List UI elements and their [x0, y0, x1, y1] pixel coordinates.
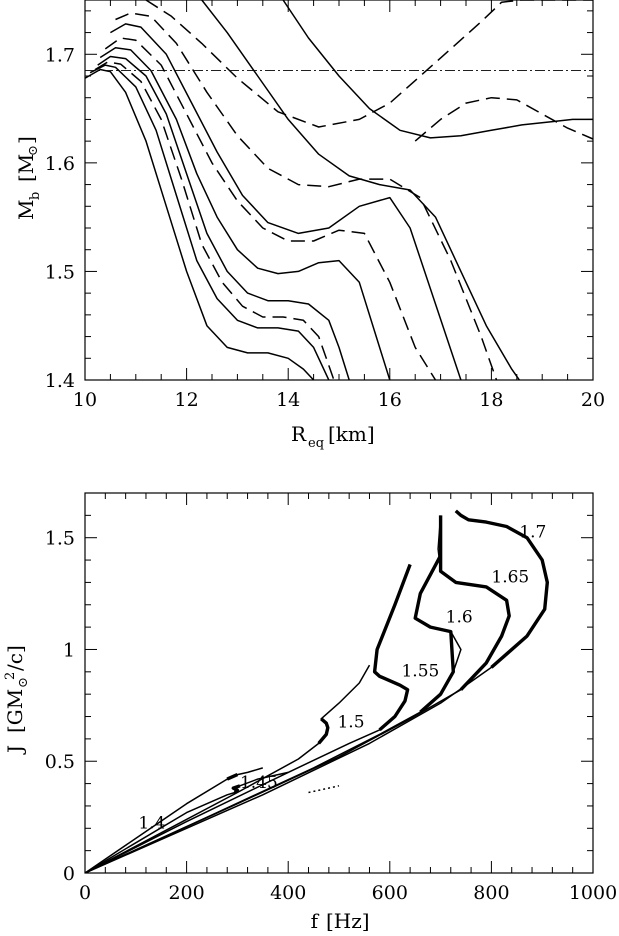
y-axis-label-main: J — [3, 745, 27, 755]
curve-label: 1.4 — [138, 813, 165, 833]
y-tick-label: 0 — [63, 863, 75, 885]
y-axis-label-unit-open: [M — [14, 154, 38, 182]
y-axis-label: M b [M ⊙ ] — [14, 136, 43, 220]
series-line — [99, 47, 391, 380]
mass-radius-panel: 10 12 14 16 18 20 1.4 1.5 1.6 1.7 R eq [km] M b [… — [14, 0, 605, 451]
x-tick-label: 18 — [479, 389, 503, 411]
axis-ticks: 10 12 14 16 18 20 1.4 1.5 1.6 1.7 — [45, 0, 605, 411]
curve-label: 1.45 — [240, 773, 278, 793]
x-tick-label: 12 — [175, 389, 199, 411]
axis-ticks: 0 200 400 600 800 1000 0 0.5 1 1.5 — [45, 492, 617, 904]
y-tick-label: 0.5 — [45, 751, 75, 773]
series-thick-segment — [438, 515, 511, 691]
curve-label: 1.6 — [446, 608, 473, 628]
curves — [85, 0, 593, 380]
x-tick-label: 400 — [270, 882, 306, 904]
x-axis-label-unit: [Hz] — [326, 909, 370, 933]
x-axis-label-main: f — [311, 909, 320, 933]
y-axis-label: J [GM ⊙ 2 /c] — [3, 645, 31, 755]
x-axis-label-unit: [km] — [328, 422, 375, 446]
y-axis-label-main: M — [14, 200, 38, 220]
series-thick-segment — [226, 773, 239, 781]
series-line — [104, 37, 437, 380]
x-axis-label-main: R — [291, 422, 307, 446]
y-axis-label-unit-close: ] — [14, 136, 38, 144]
series-thick-segment — [372, 563, 412, 732]
curve-label: 1.55 — [401, 661, 439, 681]
curve-label: 1.7 — [519, 523, 546, 543]
series-line — [97, 55, 350, 380]
y-axis-label-unit-close: /c] — [3, 645, 27, 671]
x-tick-label: 16 — [378, 389, 402, 411]
y-axis-label-unit-symbol: ⊙ — [26, 145, 41, 156]
y-axis-label-sub: b — [28, 192, 43, 200]
series-line — [85, 68, 315, 380]
x-tick-label: 10 — [73, 389, 97, 411]
y-tick-label: 1.5 — [45, 528, 75, 550]
x-tick-label: 20 — [581, 389, 605, 411]
y-tick-label: 1.5 — [45, 261, 75, 283]
y-tick-label: 1.7 — [45, 44, 75, 66]
x-tick-label: 200 — [168, 882, 204, 904]
x-axis-label-sub: eq — [308, 436, 324, 451]
curve-label: 1.65 — [491, 567, 529, 587]
series-line — [414, 96, 593, 142]
y-axis-label-unit-open: [GM — [3, 689, 27, 733]
y-axis-label-unit-symbol: ⊙ — [16, 677, 31, 688]
y-tick-label: 1.4 — [45, 370, 75, 392]
curve-label: 1.5 — [337, 713, 364, 733]
series-thick-segment — [454, 509, 549, 669]
x-tick-label: 1000 — [569, 882, 617, 904]
series-line — [201, 0, 521, 380]
x-tick-label: 14 — [276, 389, 300, 411]
series-thick-segment — [413, 554, 455, 714]
series-line — [94, 61, 335, 380]
series-thick-segment — [317, 717, 330, 745]
angular-momentum-panel: 0 200 400 600 800 1000 0 0.5 1 1.5 1.4 1.45 1.5 1.55… — [3, 492, 617, 933]
x-tick-label: 800 — [473, 882, 509, 904]
series-line — [308, 785, 340, 794]
series-line — [115, 12, 498, 380]
series-line — [89, 64, 330, 380]
curves — [85, 509, 549, 873]
y-tick-label: 1 — [63, 639, 75, 661]
x-axis-label: R eq [km] — [291, 422, 375, 451]
x-axis-label: f [Hz] — [311, 909, 370, 933]
series-line — [145, 0, 593, 128]
series-line — [110, 23, 462, 380]
curve-labels: 1.4 1.45 1.5 1.55 1.6 1.65 1.7 — [138, 523, 546, 834]
y-tick-label: 1.6 — [45, 153, 75, 175]
series-thick-segment — [231, 784, 241, 794]
x-tick-label: 0 — [79, 882, 91, 904]
x-tick-label: 600 — [372, 882, 408, 904]
series-line — [85, 664, 371, 873]
y-axis-label-unit-sup: 2 — [3, 672, 18, 680]
plot-frame — [84, 492, 594, 874]
